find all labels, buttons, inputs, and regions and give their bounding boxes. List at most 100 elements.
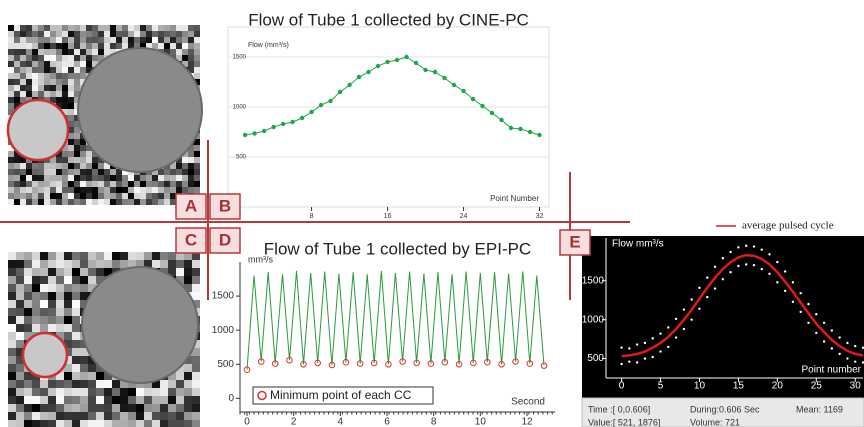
pixel [192,348,200,356]
pixel [16,300,24,308]
pixel [194,181,200,187]
pixel [14,157,20,163]
pixel [168,260,176,268]
pixel [26,193,32,199]
pixel [56,103,62,109]
sample-dot [643,357,647,360]
pixel [8,31,14,37]
pixel [72,308,80,316]
pixel [62,181,68,187]
data-point [432,69,438,75]
minimum-point [498,360,505,368]
data-point [375,63,381,69]
y-axis-label: Flow mm³/s [612,239,664,250]
pixel [56,31,62,37]
pixel [62,109,68,115]
pixel [68,61,74,67]
pixel [158,31,164,37]
pixel [104,169,110,175]
pixel [176,157,182,163]
sample-dot [729,271,732,274]
pixel [38,37,44,43]
pixel [32,61,38,67]
pixel [68,193,74,199]
pixel [62,151,68,157]
pixel [32,193,38,199]
pixel [146,25,152,31]
pixel [26,43,32,49]
pixel [104,260,112,268]
pixel [86,67,92,73]
plot-background [582,236,864,398]
pixel [144,420,152,427]
pixel [14,55,20,61]
phantom [81,266,199,384]
pixel [158,43,164,49]
panel-box [175,227,207,254]
pixel [32,276,40,284]
pixel [20,181,26,187]
pixel [116,43,122,49]
pixel [80,181,86,187]
pixel [136,420,144,427]
pixel [160,388,168,396]
pixel [32,284,40,292]
pixel [72,380,80,388]
pixel [104,193,110,199]
sample-dot [682,308,686,311]
pixel [176,175,182,181]
pixel [64,316,72,324]
pixel [192,340,200,348]
pixel [50,61,56,67]
pixel [170,43,176,49]
pixel [144,388,152,396]
minimum-point [470,359,477,367]
pixel [86,163,92,169]
pixel [24,420,32,427]
series-line [246,270,545,370]
pixel [98,31,104,37]
pixel [24,252,32,260]
pixel [26,55,32,61]
pixel [80,25,86,31]
legend-label: average pulsed cycle [742,220,834,232]
pixel [16,292,24,300]
pixel [72,340,80,348]
pixel [62,85,68,91]
pixel [56,252,64,260]
pixel [48,276,56,284]
sample-dot [830,347,834,350]
pixel [152,380,160,388]
pixel [32,49,38,55]
pixel [68,151,74,157]
pixel [80,67,86,73]
pixel [26,97,32,103]
pixel [20,193,26,199]
pixel [14,67,20,73]
pixel [20,61,26,67]
pixel [74,199,80,205]
pixel [80,372,88,380]
pixel [86,181,92,187]
pixel [14,193,20,199]
y-tick-label: 1000 [212,325,235,336]
pixel [96,252,104,260]
pixel [56,163,62,169]
pixel [136,412,144,420]
pixel [164,193,170,199]
pixel [44,85,50,91]
pixel [176,412,184,420]
pixel [182,61,188,67]
pixel [74,175,80,181]
pixel [8,356,16,364]
pixel [38,163,44,169]
pixel [32,420,40,427]
pixel [16,356,24,364]
pixel [40,396,48,404]
pixel [136,388,144,396]
pixel [40,308,48,316]
x-tick-label: 10 [475,417,487,427]
pixel [164,175,170,181]
y-tick-label: 0 [228,393,234,404]
pixel [170,181,176,187]
